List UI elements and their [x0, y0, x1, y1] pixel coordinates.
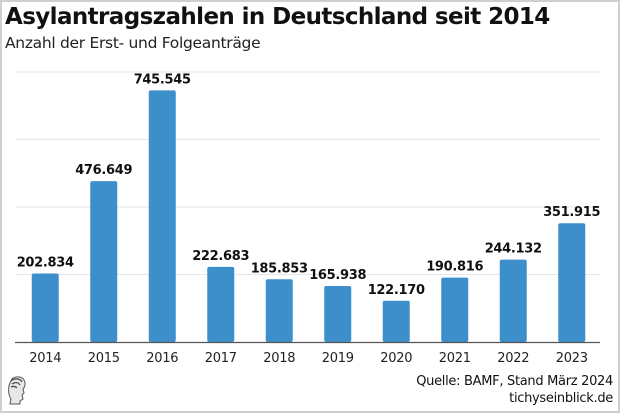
data-label: 351.915 — [543, 205, 600, 220]
greek-head-logo-icon — [8, 376, 26, 405]
site-name: tichyseinblick.de — [509, 391, 613, 406]
x-tick-label: 2017 — [205, 351, 237, 366]
data-label: 122.170 — [368, 283, 425, 298]
data-label: 202.834 — [17, 256, 74, 271]
bar-2019 — [324, 285, 352, 342]
x-tick-label: 2021 — [439, 351, 471, 366]
data-label: 222.683 — [192, 249, 249, 264]
bar-2020 — [382, 300, 410, 342]
source-note: Quelle: BAMF, Stand März 2024 — [416, 374, 613, 389]
x-tick-label: 2019 — [322, 351, 354, 366]
bar-2015 — [90, 181, 118, 342]
bar-2014 — [31, 273, 59, 342]
data-label: 185.853 — [251, 261, 308, 276]
x-tick-label: 2020 — [380, 351, 412, 366]
data-label: 745.545 — [134, 72, 191, 87]
bar-2018 — [265, 279, 293, 342]
bar-2017 — [207, 266, 235, 342]
bar-2022 — [499, 259, 527, 342]
chart-title: Asylantragszahlen in Deutschland seit 20… — [5, 4, 550, 30]
x-tick-label: 2018 — [263, 351, 295, 366]
x-tick-label: 2022 — [497, 351, 529, 366]
data-label: 476.649 — [75, 163, 132, 178]
data-label: 165.938 — [309, 268, 366, 283]
x-tick-label: 2015 — [88, 351, 120, 366]
bar-2016 — [148, 90, 176, 342]
bar-2023 — [558, 223, 586, 342]
data-label: 190.816 — [426, 260, 483, 275]
data-label: 244.132 — [485, 242, 542, 257]
x-tick-label: 2014 — [29, 351, 61, 366]
bar-2021 — [441, 277, 469, 342]
x-tick-label: 2023 — [556, 351, 588, 366]
chart-subtitle: Anzahl der Erst- und Folgeanträge — [5, 34, 261, 52]
x-tick-label: 2016 — [146, 351, 178, 366]
